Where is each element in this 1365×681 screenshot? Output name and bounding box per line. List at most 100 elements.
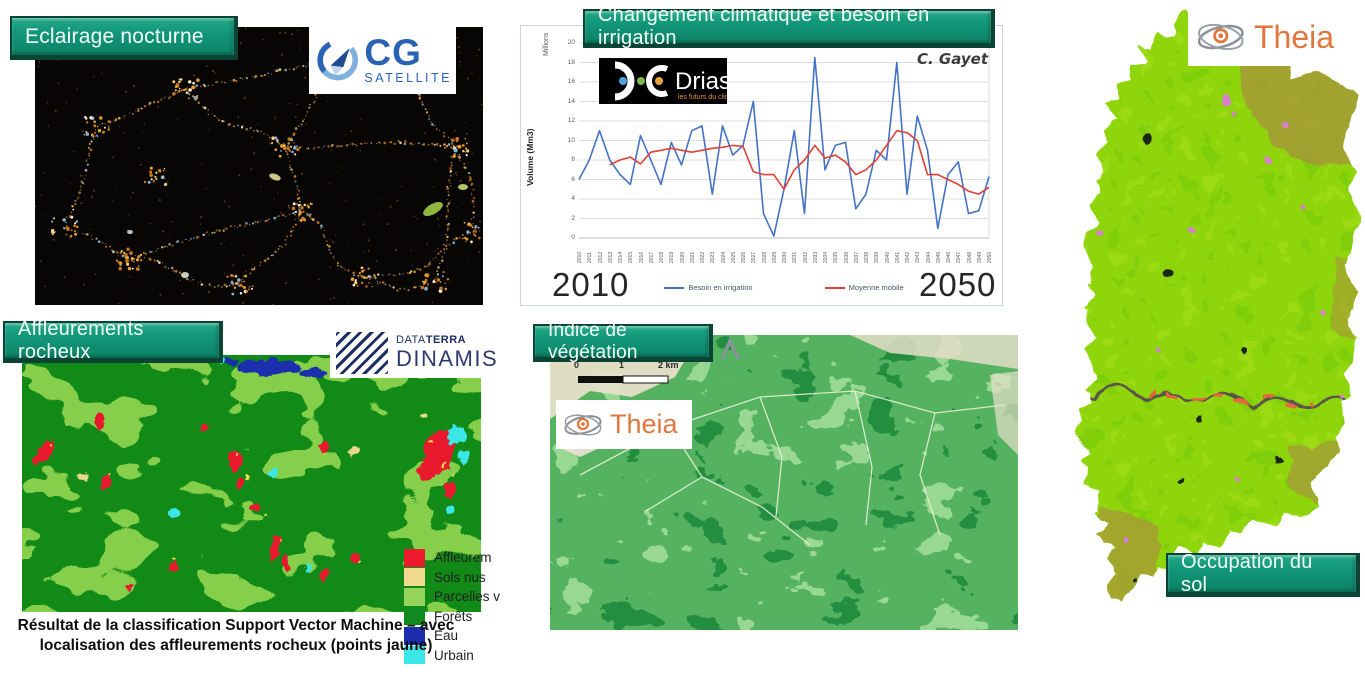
drias-logo-art: Drias les futurs du climat	[614, 61, 736, 101]
x-tick-label: 2047	[956, 251, 963, 263]
x-tick-label: 2041	[894, 251, 901, 263]
y-tick-label: 2	[571, 214, 575, 222]
chart-legend-item: Moyenne mobile	[824, 283, 904, 292]
landcover-map-image	[1075, 10, 1355, 600]
x-tick-label: 2030	[782, 251, 788, 263]
x-tick-label: 2031	[792, 251, 799, 263]
x-tick-label: 2039	[874, 251, 881, 263]
x-tick-label: 2037	[853, 251, 860, 263]
x-tick-label: 2043	[915, 251, 922, 263]
x-tick-label: 2028	[761, 251, 768, 263]
legend-row: Urbain	[404, 646, 500, 666]
x-tick-label: 2021	[689, 251, 696, 263]
river-orange-segments	[1143, 386, 1309, 406]
classification-legend: Affleurem Sols nus Parcelles v Forêts Eau Urb…	[404, 548, 500, 665]
legend-color-swatch	[404, 626, 425, 645]
scalebar-label-2: 2 km	[658, 360, 679, 370]
dataterra-logo-text: DATATERRA DINAMIS	[396, 334, 498, 369]
x-tick-label: 2035	[833, 251, 840, 263]
legend-class-label: Affleurem	[434, 550, 492, 566]
x-tick-label: 2026	[741, 251, 747, 263]
chart-attribution: C. Gayet	[916, 50, 988, 68]
legend-row: Affleurem	[404, 548, 500, 568]
y-tick-label: 0	[571, 234, 575, 241]
y-tick-label: 4	[571, 195, 575, 202]
y-axis-ticks: 0 2 4 6 8 10 12 14 16 18 20	[551, 26, 575, 246]
chart-legend: Besoin en irrigation Moyenne mobile	[579, 283, 989, 292]
drias-logo-name: Drias	[675, 68, 727, 95]
theia-eye-icon	[1197, 23, 1244, 51]
legend-color-swatch	[404, 646, 425, 665]
cg-logo-text: CG SATELLITE	[364, 34, 452, 85]
legend-class-label: Forêts	[434, 608, 473, 624]
y-tick-label: 8	[571, 156, 575, 163]
legend-row: Parcelles v	[404, 587, 500, 607]
x-tick-label: 2036	[843, 251, 850, 263]
x-start-big-label: 2010	[552, 266, 630, 303]
cg-satellite-logo: CG SATELLITE	[309, 25, 456, 94]
x-tick-label: 2049	[976, 251, 983, 263]
x-end-big-label: 2050	[919, 266, 997, 303]
x-tick-label: 2042	[905, 251, 911, 263]
y-axis-title: Volume (Mm3)	[525, 128, 535, 186]
legend-line-icon	[824, 286, 845, 289]
banner-changement-climatique: Changement climatique et besoin en irrig…	[583, 4, 995, 49]
x-tick-label: 2044	[925, 251, 932, 263]
caption-line-1: Résultat de la classification Support Ve…	[17, 617, 455, 634]
y-tick-label: 14	[567, 97, 575, 105]
y-axis-units-label: Millions	[543, 32, 550, 56]
x-tick-label: 2032	[802, 251, 809, 263]
x-tick-label: 2040	[884, 251, 891, 263]
x-axis-ticks: 2010 2011 2012 2013 2014 2015 2016 2017 2018 2019…	[577, 241, 993, 269]
theia-logo-name: Theia	[1254, 19, 1335, 55]
y-tick-label: 12	[567, 117, 575, 124]
theia-eye-icon	[564, 413, 602, 436]
x-tick-label: 2010	[577, 251, 583, 263]
legend-color-swatch	[404, 548, 425, 567]
scalebar-icon	[578, 375, 669, 384]
cg-swirl-icon	[317, 39, 359, 80]
banner-changement-label: Changement climatique et besoin en irrig…	[598, 4, 930, 49]
x-tick-label: 2012	[597, 251, 604, 263]
x-tick-label: 2019	[669, 251, 676, 263]
dataterra-wordmark: DATATERRA	[396, 334, 498, 347]
legend-row: Sols nus	[404, 568, 500, 588]
legend-color-swatch	[404, 587, 425, 606]
theia-logo-landcover: Theia	[1188, 8, 1365, 66]
legend-class-label: Eau	[434, 628, 459, 644]
x-tick-label: 2016	[638, 251, 645, 263]
x-tick-label: 2027	[751, 251, 758, 263]
dataterra-word-regular: DATA	[396, 334, 426, 347]
vegetation-map-art	[550, 335, 1018, 630]
banner-indice-label: Indice de végétation	[548, 319, 638, 363]
chart-legend-item: Besoin en irrigation	[664, 283, 753, 292]
x-tick-label: 2015	[628, 251, 635, 263]
theia-logo-name: Theia	[610, 409, 678, 439]
landcover-pink-spots	[1092, 92, 1338, 543]
x-tick-label: 2038	[864, 251, 870, 263]
x-tick-label: 2025	[730, 251, 737, 263]
cg-logo-name: CG	[364, 32, 422, 74]
y-tick-label: 6	[571, 175, 575, 183]
x-tick-label: 2048	[966, 251, 973, 263]
x-tick-label: 2020	[679, 251, 686, 263]
banner-indice-vegetation: Indice de végétation	[533, 320, 713, 363]
dataterra-word-bold: TERRA	[425, 334, 467, 347]
x-tick-label: 2018	[659, 251, 665, 263]
banner-occupation-du-sol: Occupation du sol	[1166, 551, 1360, 597]
legend-class-label: Parcelles v	[434, 589, 501, 605]
legend-row: Forêts	[404, 607, 500, 627]
legend-class-label: Urbain	[434, 647, 474, 663]
drias-logo: Drias les futurs du climat	[599, 58, 736, 104]
x-tick-label: 2029	[771, 251, 778, 263]
drias-logo-tagline: les futurs du climat	[678, 94, 727, 101]
x-tick-label: 2011	[587, 252, 594, 263]
theia-logo-vegetation: Theia	[556, 400, 692, 449]
dataterra-stripes-icon	[336, 331, 388, 374]
x-tick-label: 2045	[935, 251, 942, 263]
y-tick-label: 20	[567, 39, 575, 46]
scalebar-label-1: 1	[619, 360, 625, 370]
legend-color-swatch	[404, 568, 425, 587]
legend-color-swatch	[404, 607, 425, 626]
